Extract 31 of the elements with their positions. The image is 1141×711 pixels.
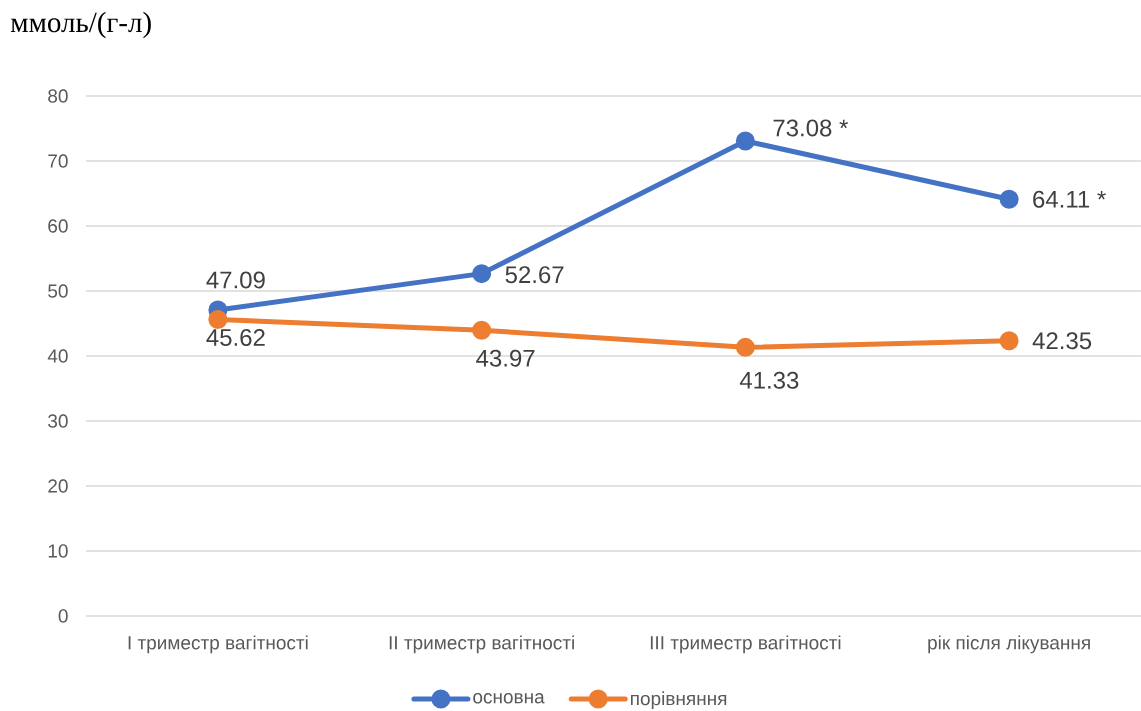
point [735,337,755,357]
point [735,131,755,151]
x-tick-label: III триместр вагітності [650,635,841,654]
point [472,264,492,284]
y-tick-label: 20 [48,479,68,493]
y-tick-label: 0 [58,609,68,623]
data-label: 52.67 [505,266,564,284]
point [472,320,492,340]
legend-label: основна [473,693,545,704]
x-tick-label: рік після лікування [928,635,1090,654]
y-tick-label: 40 [47,349,68,363]
y-tick-label: 10 [48,544,68,558]
data-label: 43.97 [476,349,535,367]
y-tick-label: 30 [48,414,68,428]
data-label: 47.09 [206,271,265,289]
y-tick-label: 70 [48,154,68,168]
x-tick-label: I триместр вагітності [128,635,308,654]
point [999,331,1019,351]
data-label: 73.08 * [773,119,849,137]
data-label: 64.11 * [1033,190,1106,208]
y-axis-title: ммоль/(г-л) [10,11,151,39]
y-tick-label: 60 [48,219,68,233]
point [208,309,228,329]
data-label: 41.33 [739,371,799,389]
x-tick-label: II триместр вагітності [389,635,574,654]
y-tick-label: 50 [48,284,68,298]
data-label: 42.35 [1032,332,1092,350]
y-tick-label: 80 [48,89,68,103]
point [999,189,1019,209]
legend-label: порівняння [631,691,727,710]
data-label: 45.62 [206,328,265,346]
